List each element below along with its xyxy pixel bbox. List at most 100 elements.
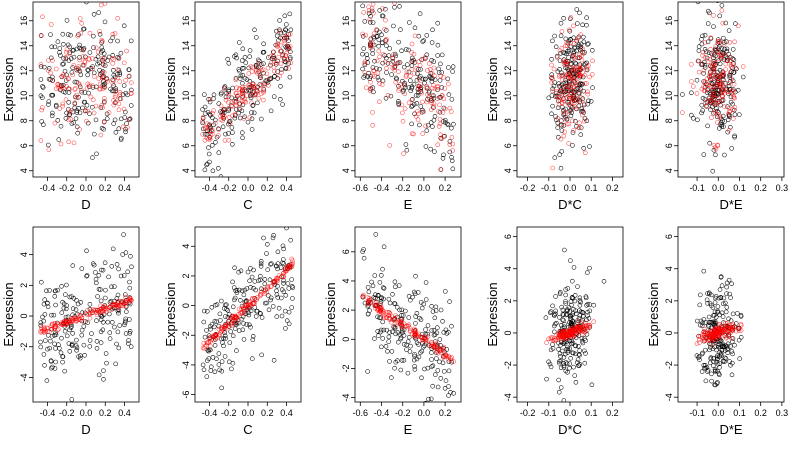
- point-fitted: [115, 67, 120, 72]
- point-observed: [225, 314, 231, 320]
- point-observed: [587, 265, 592, 271]
- x-axis-label: E: [404, 197, 413, 212]
- point-observed: [286, 61, 291, 66]
- point-observed: [700, 350, 705, 356]
- point-fitted: [553, 337, 558, 343]
- point-observed: [438, 376, 444, 381]
- point-fitted: [396, 69, 401, 74]
- y-tick-label: 14: [341, 41, 351, 51]
- point-fitted: [572, 90, 578, 95]
- y-tick-label: 16: [181, 16, 191, 26]
- point-observed: [418, 300, 424, 305]
- point-fitted: [720, 94, 725, 100]
- point-observed: [578, 299, 583, 305]
- point-observed: [236, 269, 241, 275]
- point-observed: [246, 312, 252, 318]
- y-tick-label: 10: [664, 91, 674, 101]
- point-fitted: [368, 45, 373, 51]
- point-fitted: [571, 84, 577, 90]
- point-observed: [401, 342, 407, 347]
- point-observed: [203, 111, 208, 116]
- point-observed: [379, 273, 384, 278]
- point-fitted: [580, 326, 585, 331]
- point-observed: [367, 20, 373, 25]
- point-observed: [46, 102, 51, 107]
- point-fitted: [711, 142, 717, 148]
- point-fitted: [558, 88, 564, 94]
- point-observed: [90, 104, 95, 110]
- point-fitted: [722, 329, 728, 334]
- point-observed: [702, 65, 708, 70]
- y-tick-label: 14: [181, 41, 191, 51]
- point-fitted: [715, 142, 720, 148]
- point-fitted: [207, 135, 213, 140]
- point-observed: [121, 232, 126, 237]
- point-observed: [375, 75, 381, 80]
- point-fitted: [245, 305, 251, 311]
- y-tick-label: 2: [19, 283, 29, 288]
- point-fitted: [126, 117, 132, 122]
- point-observed: [543, 315, 549, 320]
- point-observed: [552, 323, 557, 329]
- point-fitted: [575, 80, 581, 85]
- point-fitted: [70, 72, 76, 78]
- point-fitted: [208, 131, 214, 137]
- point-observed: [711, 321, 716, 326]
- point-fitted: [87, 315, 93, 321]
- point-observed: [446, 368, 452, 374]
- point-fitted: [411, 51, 417, 57]
- point-observed: [394, 76, 400, 82]
- point-observed: [67, 112, 72, 117]
- point-observed: [573, 311, 579, 317]
- point-observed: [255, 100, 260, 106]
- point-fitted: [544, 340, 549, 345]
- point-fitted: [701, 334, 707, 340]
- point-observed: [383, 28, 389, 33]
- point-fitted: [566, 69, 572, 75]
- point-observed: [81, 26, 87, 32]
- point-observed: [59, 310, 65, 315]
- point-fitted: [383, 38, 389, 43]
- point-observed: [585, 309, 590, 315]
- point-observed: [381, 296, 386, 302]
- point-observed: [117, 70, 123, 76]
- point-observed: [70, 341, 75, 347]
- point-fitted: [273, 60, 279, 66]
- point-observed: [372, 336, 377, 341]
- point-observed: [384, 43, 389, 48]
- point-fitted: [201, 346, 207, 351]
- point-observed: [584, 15, 589, 20]
- point-observed: [211, 92, 217, 98]
- point-fitted: [425, 68, 430, 73]
- point-observed: [729, 372, 735, 378]
- point-fitted: [569, 100, 575, 105]
- point-observed: [213, 302, 218, 308]
- plot-frame: [677, 1, 785, 178]
- point-observed: [213, 140, 218, 145]
- point-fitted: [420, 99, 425, 105]
- point-observed: [277, 18, 282, 23]
- point-observed: [68, 325, 74, 331]
- point-fitted: [283, 53, 288, 58]
- point-observed: [406, 69, 412, 75]
- point-observed: [249, 274, 255, 280]
- point-observed: [584, 67, 590, 73]
- point-fitted: [239, 306, 244, 312]
- point-fitted: [222, 138, 228, 143]
- point-observed: [101, 320, 106, 325]
- point-observed: [556, 377, 561, 383]
- point-fitted: [392, 64, 398, 70]
- point-observed: [106, 54, 112, 60]
- point-fitted: [256, 95, 262, 101]
- point-fitted: [226, 91, 231, 97]
- point-observed: [65, 32, 71, 37]
- point-observed: [57, 46, 63, 51]
- point-observed: [435, 87, 440, 92]
- point-observed: [555, 105, 561, 111]
- point-observed: [206, 356, 212, 361]
- point-observed: [240, 135, 245, 141]
- x-tick-label: 0.2: [261, 183, 274, 193]
- point-observed: [427, 73, 432, 79]
- x-tick-label: -0.4: [40, 183, 56, 193]
- y-tick-label: 6: [664, 234, 674, 239]
